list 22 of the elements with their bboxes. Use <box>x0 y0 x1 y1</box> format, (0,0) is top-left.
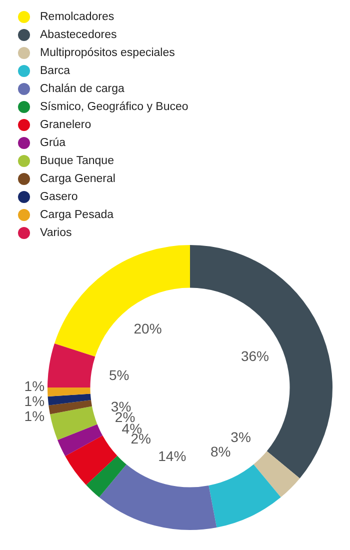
data-label: 14% <box>158 448 186 464</box>
legend-label: Granelero <box>40 119 92 131</box>
data-label: 5% <box>108 367 130 384</box>
legend-label: Carga General <box>40 173 116 185</box>
data-label: 1% <box>24 378 45 394</box>
legend-label: Sísmico, Geográfico y Buceo <box>40 101 188 113</box>
data-label: 20% <box>134 320 162 336</box>
legend-label: Grúa <box>40 137 66 149</box>
legend-label: Varios <box>40 227 72 239</box>
data-label: 1% <box>24 393 45 410</box>
legend-label: Buque Tanque <box>40 155 114 167</box>
legend-label: Abastecedores <box>40 29 117 41</box>
legend-label: Multipropósitos especiales <box>40 47 175 59</box>
data-label: 3% <box>230 429 251 446</box>
data-label: 1% <box>24 408 45 424</box>
data-label: 8% <box>210 443 231 460</box>
legend-label: Barca <box>40 65 70 77</box>
data-label: 36% <box>240 348 269 364</box>
legend-label: Remolcadores <box>40 11 114 23</box>
legend-label: Carga Pesada <box>40 209 114 221</box>
legend-label: Gasero <box>40 191 78 203</box>
legend-label: Chalán de carga <box>40 83 124 95</box>
